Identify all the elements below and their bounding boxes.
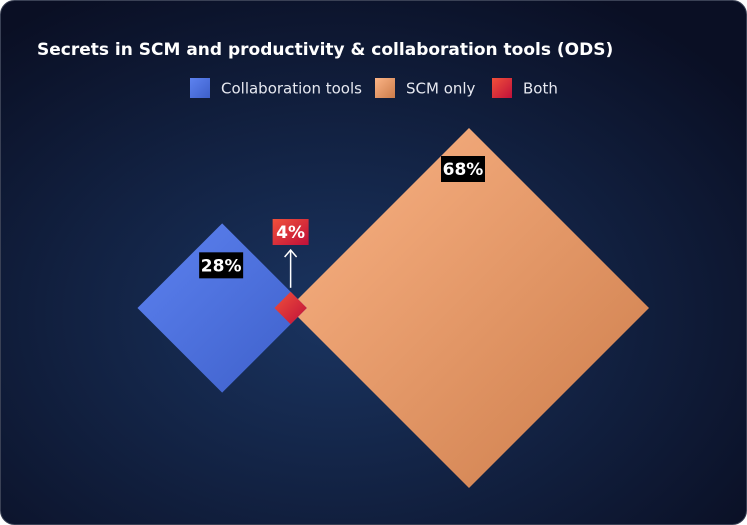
value-label-bg bbox=[441, 156, 485, 182]
value-label: 68% bbox=[443, 160, 484, 180]
chart-title: Secrets in SCM and productivity & collab… bbox=[37, 40, 613, 60]
diamond bbox=[289, 128, 649, 488]
legend-label: Both bbox=[523, 80, 558, 98]
value-label: 4% bbox=[276, 223, 305, 243]
legend-label: Collaboration tools bbox=[221, 80, 362, 98]
value-label-bg bbox=[199, 252, 244, 279]
legend-swatch bbox=[190, 78, 210, 98]
legend-swatch bbox=[375, 78, 395, 98]
diamond bbox=[274, 291, 307, 325]
legend-label: SCM only bbox=[406, 80, 476, 98]
diamond bbox=[137, 223, 307, 393]
legend-swatch bbox=[492, 78, 512, 98]
value-label-bg bbox=[272, 219, 309, 245]
arrow-head bbox=[284, 248, 298, 258]
value-label: 28% bbox=[201, 256, 242, 276]
